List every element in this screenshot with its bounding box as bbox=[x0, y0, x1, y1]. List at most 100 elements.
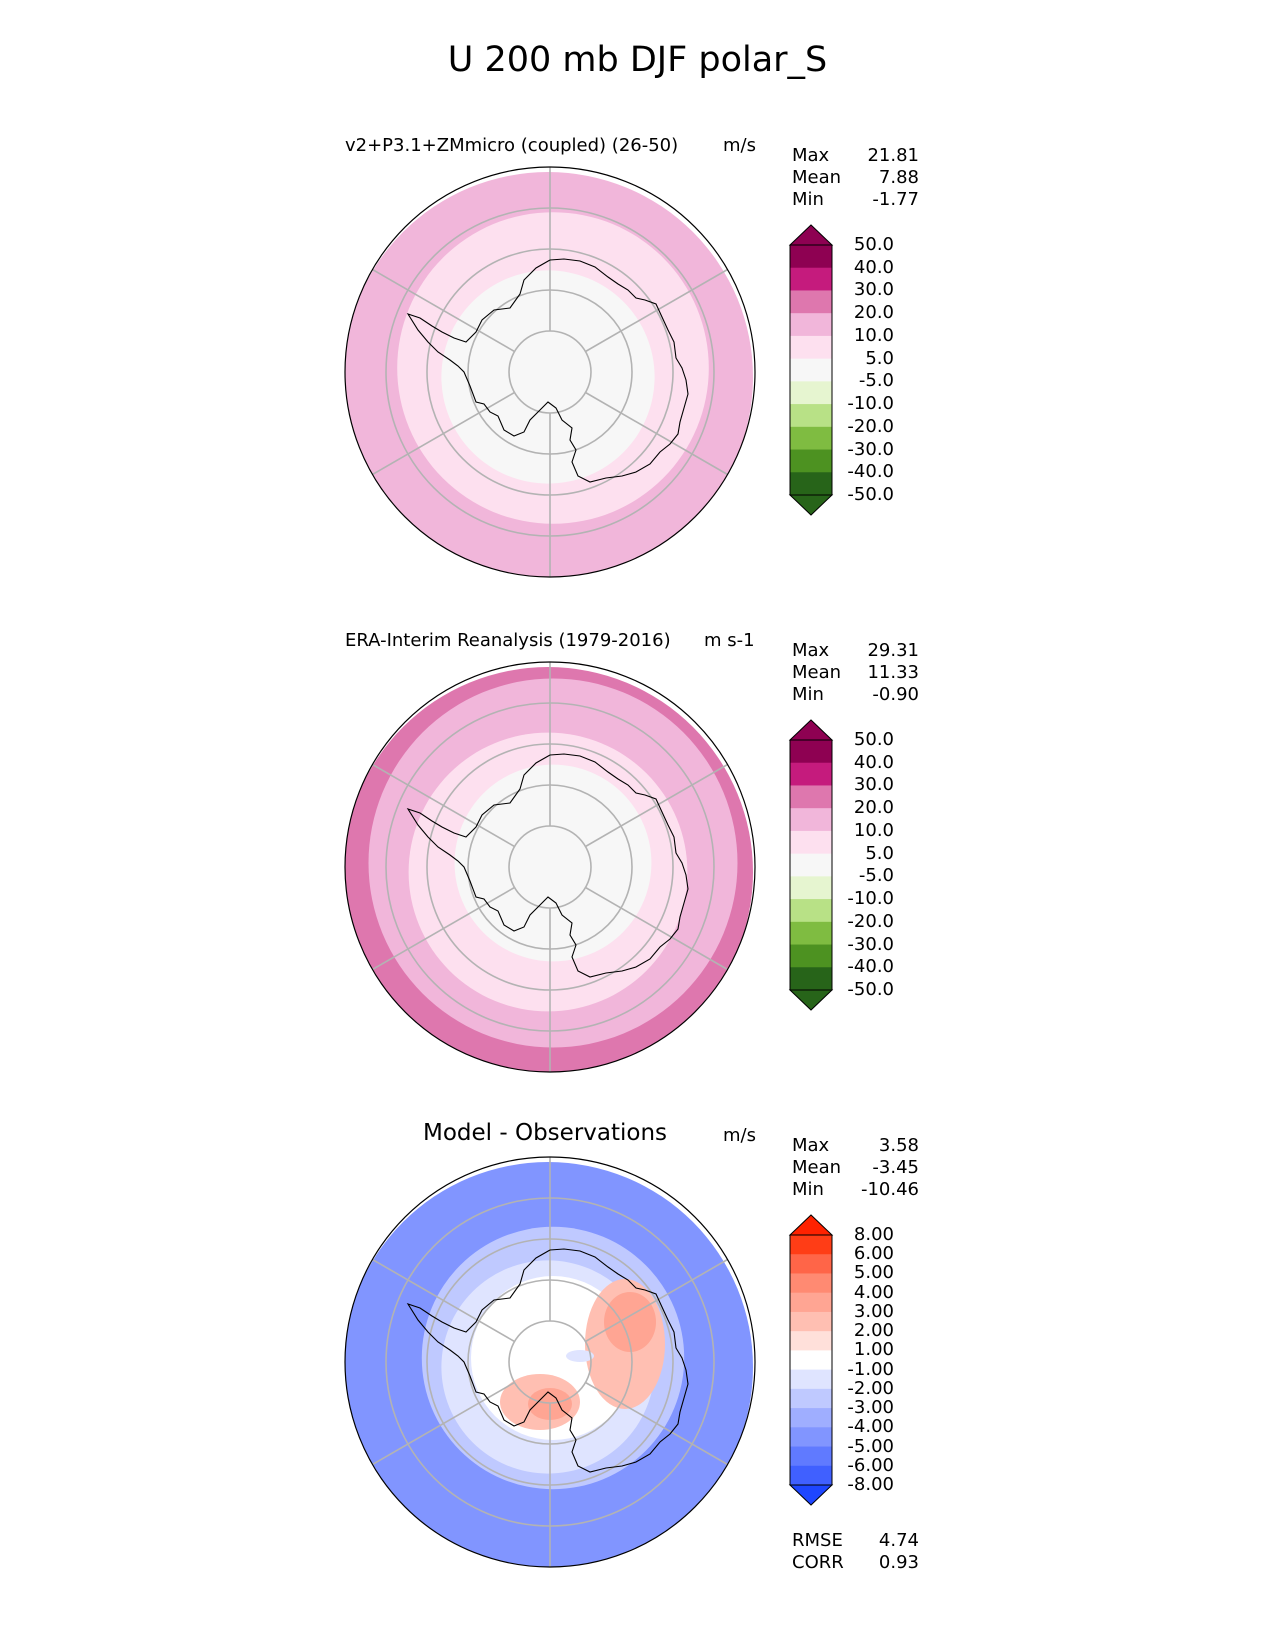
colorbar-segment bbox=[790, 290, 832, 314]
graticule bbox=[372, 1157, 728, 1567]
colorbar-tick-label: 1.00 bbox=[853, 1339, 894, 1361]
panel-3-map bbox=[344, 1156, 756, 1568]
colorbar-tick-label: 50.0 bbox=[853, 234, 894, 255]
colorbar-segment bbox=[790, 426, 832, 451]
antarctica-coastline bbox=[406, 753, 689, 978]
colorbar-tick-label: 20.0 bbox=[853, 797, 894, 819]
colorbar-tick-label: 40.0 bbox=[853, 751, 894, 773]
anomaly-patch bbox=[566, 1350, 594, 1362]
colorbar-segment bbox=[790, 876, 832, 900]
panel-2-map bbox=[344, 661, 756, 1073]
panel-3-min-value: -10.46 bbox=[860, 1179, 919, 1200]
colorbar-segment bbox=[790, 1408, 832, 1428]
figure-title: U 200 mb DJF polar_S bbox=[447, 40, 828, 80]
panel-1-mean-value: 7.88 bbox=[878, 167, 919, 188]
colorbar-tick-label: -40.0 bbox=[847, 461, 894, 483]
colorbar-tick-label: 4.00 bbox=[853, 1281, 894, 1303]
colorbar-tick-label: -10.0 bbox=[847, 888, 894, 910]
colorbar-tick-label: -10.0 bbox=[847, 393, 894, 415]
panel-3-min-label: Min bbox=[792, 1179, 824, 1200]
panel-1-title: v2+P3.1+ZMmicro (coupled) (26-50) bbox=[345, 135, 679, 156]
panel-2-max-label: Max bbox=[792, 640, 830, 661]
panel-3-units: m/s bbox=[723, 1125, 756, 1146]
colorbar-segment bbox=[790, 1311, 832, 1332]
colorbar-tick-label: -40.0 bbox=[847, 956, 894, 978]
field-band bbox=[454, 764, 652, 962]
colorbar-tick-label: -5.0 bbox=[858, 865, 894, 887]
colorbar-segment bbox=[790, 808, 832, 832]
colorbar-segment bbox=[790, 404, 832, 428]
colorbar-tick-label: -50.0 bbox=[847, 484, 894, 505]
colorbar-tick-label: 6.00 bbox=[853, 1243, 894, 1265]
colorbar-segment bbox=[790, 245, 832, 269]
colorbar-tick-label: 30.0 bbox=[853, 279, 894, 301]
panel-1-map bbox=[344, 166, 756, 578]
colorbar-extend-min bbox=[788, 989, 834, 1011]
colorbar-frame bbox=[789, 739, 833, 991]
colorbar-segment bbox=[790, 472, 832, 496]
colorbar-tick-label: -5.00 bbox=[847, 1435, 894, 1457]
colorbar-tick-label: -50.0 bbox=[847, 979, 894, 1000]
panel-2-min-value: -0.90 bbox=[872, 684, 919, 705]
colorbar-segment bbox=[790, 1235, 832, 1255]
colorbar-segment bbox=[790, 1465, 832, 1486]
panel-2-title: ERA-Interim Reanalysis (1979-2016) bbox=[345, 630, 671, 651]
colorbar-tick-label: 20.0 bbox=[853, 302, 894, 324]
colorbar-segment bbox=[790, 921, 832, 946]
colorbar-tick-label: -30.0 bbox=[847, 933, 894, 955]
panel-2-max-value: 29.31 bbox=[867, 640, 919, 661]
corr-value: 0.93 bbox=[878, 1552, 919, 1573]
panel-3-max-label: Max bbox=[792, 1135, 830, 1156]
colorbar-segment bbox=[790, 1273, 832, 1294]
panel-1-min-value: -1.77 bbox=[872, 189, 919, 210]
colorbar-tick-label: 5.0 bbox=[865, 842, 894, 864]
panel-1-units: m/s bbox=[723, 135, 756, 156]
colorbar-tick-label: -4.00 bbox=[847, 1416, 894, 1438]
rmse-value: 4.74 bbox=[878, 1530, 919, 1551]
colorbar-segment bbox=[790, 967, 832, 991]
colorbar-segment bbox=[790, 1331, 832, 1351]
panel-1-colorbar bbox=[788, 224, 834, 516]
colorbar-tick-label: -8.00 bbox=[847, 1474, 894, 1495]
colorbar-tick-label: 40.0 bbox=[853, 256, 894, 278]
colorbar-tick-label: 3.00 bbox=[853, 1300, 894, 1322]
colorbar-segment bbox=[790, 944, 832, 968]
map-boundary bbox=[344, 1156, 756, 1568]
field-layer bbox=[345, 1157, 753, 1567]
map-boundary bbox=[344, 166, 756, 578]
colorbar-extend-max bbox=[788, 719, 834, 741]
colorbar-segment bbox=[790, 313, 832, 337]
colorbar-frame bbox=[789, 244, 833, 496]
colorbar-tick-label: -3.00 bbox=[847, 1397, 894, 1419]
map-boundary bbox=[344, 661, 756, 1073]
colorbar-segment bbox=[790, 1369, 832, 1390]
colorbar-tick-label: 2.00 bbox=[853, 1320, 894, 1342]
colorbar-tick-label: -20.0 bbox=[847, 910, 894, 932]
colorbar-tick-label: 30.0 bbox=[853, 774, 894, 796]
colorbar-tick-label: -6.00 bbox=[847, 1454, 894, 1476]
colorbar-tick-label: 10.0 bbox=[853, 819, 894, 841]
colorbar-segment bbox=[790, 335, 832, 360]
panel-2-mean-label: Mean bbox=[792, 662, 842, 683]
panel-1-mean-label: Mean bbox=[792, 167, 842, 188]
panel-3-max-value: 3.58 bbox=[878, 1135, 919, 1156]
colorbar-segment bbox=[790, 899, 832, 923]
colorbar-tick-label: -20.0 bbox=[847, 415, 894, 437]
panel-1-max-label: Max bbox=[792, 145, 830, 166]
colorbar-tick-label: 5.0 bbox=[865, 347, 894, 369]
colorbar-tick-label: -30.0 bbox=[847, 438, 894, 460]
panel-2-colorbar bbox=[788, 719, 834, 1011]
colorbar-tick-label: 8.00 bbox=[853, 1224, 894, 1245]
colorbar-tick-label: 10.0 bbox=[853, 324, 894, 346]
colorbar-extend-max bbox=[788, 224, 834, 246]
panel-3-colorbar bbox=[788, 1214, 834, 1506]
colorbar-segment bbox=[790, 853, 832, 877]
colorbar-tick-label: 5.00 bbox=[853, 1262, 894, 1284]
colorbar-segment bbox=[790, 449, 832, 473]
colorbar-segment bbox=[790, 740, 832, 764]
colorbar-segment bbox=[790, 1388, 832, 1409]
panel-3-mean-value: -3.45 bbox=[872, 1157, 919, 1178]
panel-2-mean-value: 11.33 bbox=[867, 662, 919, 683]
anomaly-patch bbox=[604, 1292, 656, 1352]
colorbar-segment bbox=[790, 1427, 832, 1448]
